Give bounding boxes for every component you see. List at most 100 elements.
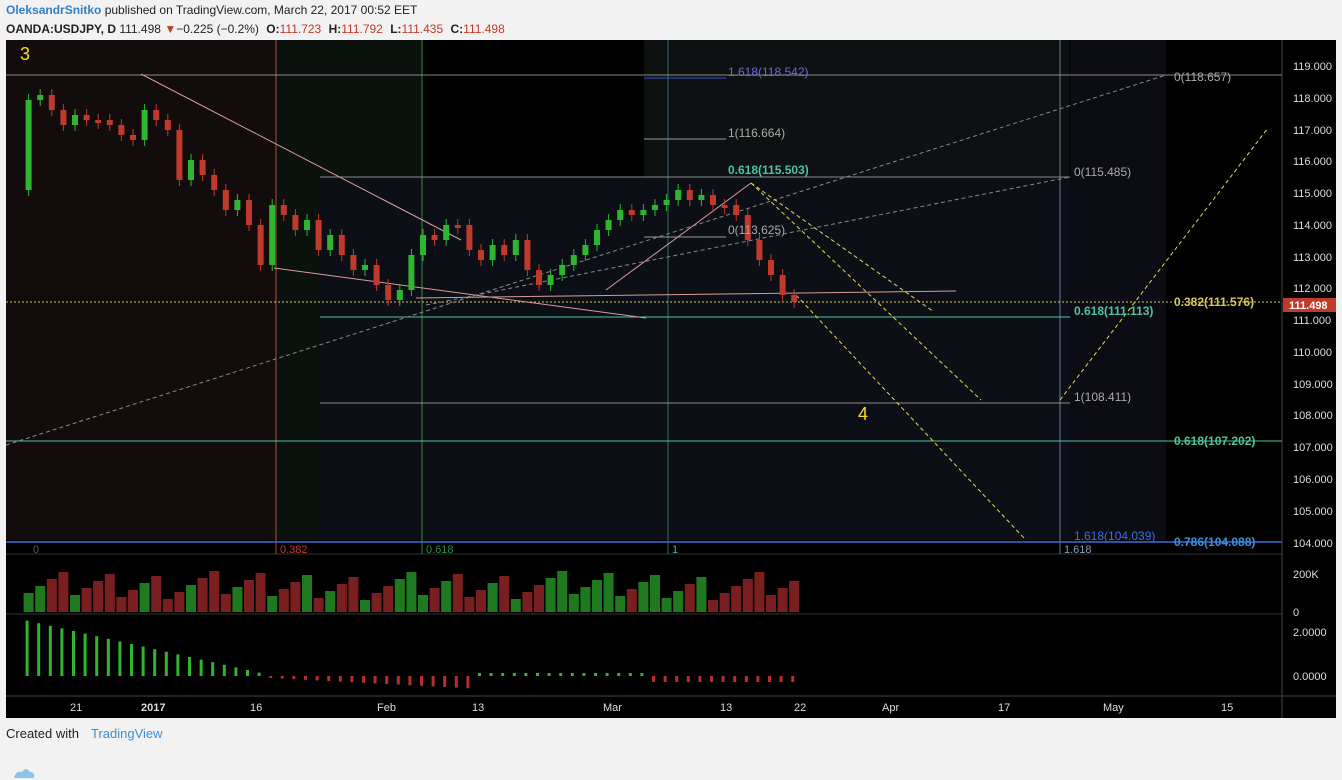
macd-bar <box>489 673 493 676</box>
macd-bar <box>350 676 354 683</box>
fib-label-113625: 0(113.625) <box>728 223 785 237</box>
candle-body <box>547 275 554 285</box>
macd-bar <box>106 638 110 676</box>
candle-body <box>246 200 252 225</box>
chart-canvas[interactable]: 3 4 1.618(118.542) 1(116.664) 0.618(115.… <box>6 40 1336 718</box>
volume-bar <box>151 576 162 612</box>
volume-bar <box>487 583 498 612</box>
macd-bar <box>315 676 319 681</box>
low-value: 111.435 <box>401 22 444 36</box>
macd-bar <box>118 641 122 676</box>
candle-body <box>768 260 774 275</box>
volume-bar <box>139 583 150 612</box>
macd-bar <box>199 659 203 676</box>
macd-bar <box>466 676 470 689</box>
candle-body <box>188 160 194 180</box>
candle-body <box>698 195 705 200</box>
volume-bar <box>278 589 289 612</box>
price-tick: 114.000 <box>1293 220 1332 232</box>
author-link[interactable]: OleksandrSnitko <box>6 3 102 17</box>
footer: Created with TradingView <box>6 726 163 778</box>
volume-bar <box>174 592 185 612</box>
candle-body <box>721 205 728 208</box>
volume-bar <box>499 576 510 612</box>
volume-bar <box>394 579 405 612</box>
time-fib-label-1: 1 <box>672 544 678 556</box>
fib-label-111576: 0.382(111.576) <box>1174 295 1254 309</box>
candle-body <box>454 225 461 228</box>
candle-body <box>222 190 229 210</box>
candle-body <box>652 205 658 210</box>
macd-bar <box>362 676 365 683</box>
forecast-arrow-1 <box>750 182 935 313</box>
time-tick: 13 <box>720 702 732 714</box>
macd-bar <box>454 676 458 688</box>
volume-bar <box>476 590 486 612</box>
macd-bar <box>153 649 157 676</box>
volume-bar <box>116 597 127 612</box>
macd-bar <box>373 676 377 684</box>
candle-body <box>176 130 183 180</box>
candle-body <box>744 215 751 240</box>
time-tick: 15 <box>1221 702 1233 714</box>
time-tick: May <box>1103 702 1124 714</box>
price-tick: 105.000 <box>1293 506 1333 518</box>
candle-body <box>350 255 357 270</box>
macd-bar <box>188 657 191 676</box>
trend-upper <box>140 73 462 241</box>
macd-bar <box>385 676 389 684</box>
macd-bar <box>72 631 75 676</box>
candle-body <box>25 100 32 190</box>
volume-bar <box>23 593 34 612</box>
candle-body <box>640 210 647 215</box>
macd-tick: 0.0000 <box>1293 671 1327 683</box>
wave-4-label: 4 <box>858 404 868 424</box>
macd-tick: 2.0000 <box>1293 627 1327 639</box>
price-tick: 108.000 <box>1293 410 1333 422</box>
candle-body <box>269 205 276 265</box>
time-fib-label-1618: 1.618 <box>1064 544 1092 556</box>
volume-bar <box>777 588 788 612</box>
macd-bar <box>130 644 133 676</box>
candle-body <box>710 195 716 205</box>
macd-bar <box>652 676 655 682</box>
volume-bar <box>766 595 776 612</box>
forecast-arrow-up <box>1059 127 1269 401</box>
macd-bar <box>570 673 574 676</box>
candle-body <box>280 205 287 215</box>
candle-body <box>524 240 531 270</box>
last-price-tag-text: 111.498 <box>1289 300 1328 312</box>
tradingview-link[interactable]: TradingView <box>90 726 163 741</box>
time-fib-label-0: 0 <box>33 544 39 556</box>
volume-bar <box>93 581 104 612</box>
macd-bar <box>582 673 586 676</box>
volume-bar <box>615 596 626 612</box>
candle-body <box>304 220 310 230</box>
fib-label-111113: 0.618(111.113) <box>1074 304 1153 318</box>
time-tick: 2017 <box>141 702 165 714</box>
candle-body <box>536 270 542 285</box>
fib-label-108411: 1(108.411) <box>1074 390 1131 404</box>
candle-body <box>443 225 450 240</box>
candle-body <box>489 245 496 260</box>
macd-bar <box>37 623 41 676</box>
low-label: L: <box>390 22 402 36</box>
candle-body <box>327 235 334 250</box>
price-tick: 118.000 <box>1293 93 1332 105</box>
price-tick: 112.000 <box>1293 283 1332 295</box>
price-tick: 104.000 <box>1293 538 1333 550</box>
volume-bar <box>267 596 278 612</box>
volume-bar <box>383 586 394 612</box>
macd-bar <box>594 673 597 676</box>
volume-bar <box>371 593 382 612</box>
time-tick: 16 <box>250 702 262 714</box>
macd-bar <box>234 667 238 676</box>
symbol-line: OANDA:USDJPY, D 111.498 ▼−0.225 (−0.2%) … <box>6 22 505 36</box>
volume-bar <box>789 581 800 612</box>
symbol-label[interactable]: OANDA:USDJPY, D <box>6 22 117 36</box>
fib-label-107202: 0.618(107.202) <box>1174 434 1255 448</box>
volume-bar <box>708 600 718 612</box>
volume-bar <box>592 580 602 612</box>
macd-histogram-group <box>25 620 795 689</box>
fib-box-bottom <box>320 177 1070 540</box>
